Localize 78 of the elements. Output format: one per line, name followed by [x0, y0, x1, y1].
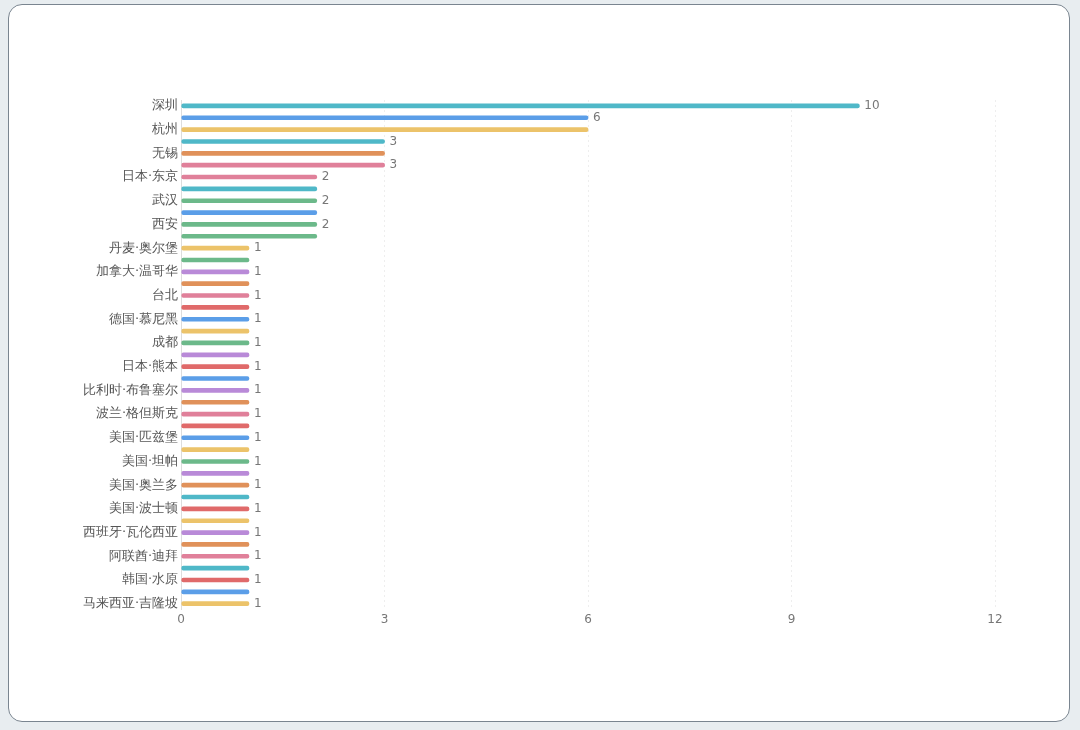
data-label: 1 [253, 524, 262, 539]
x-tick-label: 0 [177, 611, 185, 626]
data-label: 1 [253, 335, 262, 350]
bar [181, 198, 318, 204]
y-tick-label: 波兰·格但斯克 [95, 405, 179, 421]
y-tick-label: 阿联酋·迪拜 [108, 547, 179, 563]
bar [181, 316, 250, 322]
bar [181, 518, 250, 524]
y-tick-label: 韩国·水原 [121, 571, 179, 587]
bar [181, 601, 250, 606]
data-label: 1 [253, 406, 262, 421]
x-tick-label: 12 [987, 611, 1003, 626]
bar [181, 470, 250, 476]
data-label: 3 [389, 157, 398, 172]
data-label: 1 [253, 240, 262, 255]
bar [181, 281, 250, 287]
x-tick-label: 3 [380, 611, 389, 626]
y-tick-label: 美国·匹兹堡 [108, 429, 179, 445]
y-tick-label: 深圳 [152, 97, 179, 113]
bar [181, 222, 318, 227]
y-tick-label: 美国·波士顿 [108, 500, 179, 516]
bar [181, 530, 250, 535]
data-label: 2 [321, 169, 330, 184]
data-label: 10 [864, 98, 880, 113]
y-tick-label: 日本·东京 [121, 168, 179, 184]
y-tick-label: 西班牙·瓦伦西亚 [82, 523, 179, 539]
bar [181, 589, 250, 595]
y-tick-label: 美国·坦帕 [121, 452, 179, 468]
data-label: 1 [253, 453, 262, 468]
bar [181, 233, 318, 239]
bar [181, 352, 250, 358]
bar [181, 115, 589, 121]
bar [181, 399, 250, 405]
y-tick-label: 日本·熊本 [121, 358, 179, 374]
bar [181, 151, 385, 156]
y-tick-label: 无锡 [152, 144, 179, 160]
data-label: 1 [253, 263, 262, 278]
bar [181, 388, 250, 393]
y-tick-label: 杭州 [151, 121, 179, 136]
bar [181, 459, 250, 464]
y-tick-label: 美国·奥兰多 [108, 476, 179, 492]
bar [181, 435, 250, 441]
y-tick-label: 西安 [152, 215, 179, 231]
data-label: 2 [321, 192, 330, 207]
x-tick-label: 9 [787, 611, 796, 626]
bar [181, 376, 250, 381]
y-tick-label: 马来西亚·吉隆坡 [82, 595, 179, 611]
data-label: 1 [253, 311, 262, 326]
bar [181, 553, 250, 559]
data-label: 1 [253, 287, 262, 302]
data-label: 1 [253, 477, 262, 492]
bar [181, 162, 385, 168]
bar [181, 305, 250, 310]
bar [181, 127, 589, 132]
y-tick-label: 丹麦·奥尔堡 [108, 239, 179, 255]
data-label: 1 [253, 595, 262, 610]
data-label: 6 [593, 109, 601, 124]
bar [181, 293, 250, 298]
data-label: 1 [253, 548, 262, 563]
data-label: 1 [253, 382, 262, 397]
data-label: 1 [253, 500, 262, 515]
data-label: 2 [321, 216, 330, 231]
y-tick-label: 加拿大·温哥华 [95, 263, 179, 279]
y-tick-label: 武汉 [152, 192, 179, 208]
bar [181, 139, 385, 144]
data-label: 1 [253, 572, 262, 587]
y-tick-label: 比利时·布鲁塞尔 [82, 381, 179, 397]
data-label: 1 [253, 358, 262, 373]
data-label: 3 [389, 133, 398, 148]
bar [181, 364, 250, 369]
data-label: 1 [253, 429, 262, 444]
y-tick-label: 成都 [152, 334, 179, 350]
y-tick-label: 德国·慕尼黑 [108, 310, 179, 326]
bar [181, 210, 318, 215]
bar [181, 447, 250, 452]
y-tick-label: 台北 [152, 286, 179, 302]
x-tick-label: 6 [584, 611, 592, 626]
bar [181, 542, 250, 547]
